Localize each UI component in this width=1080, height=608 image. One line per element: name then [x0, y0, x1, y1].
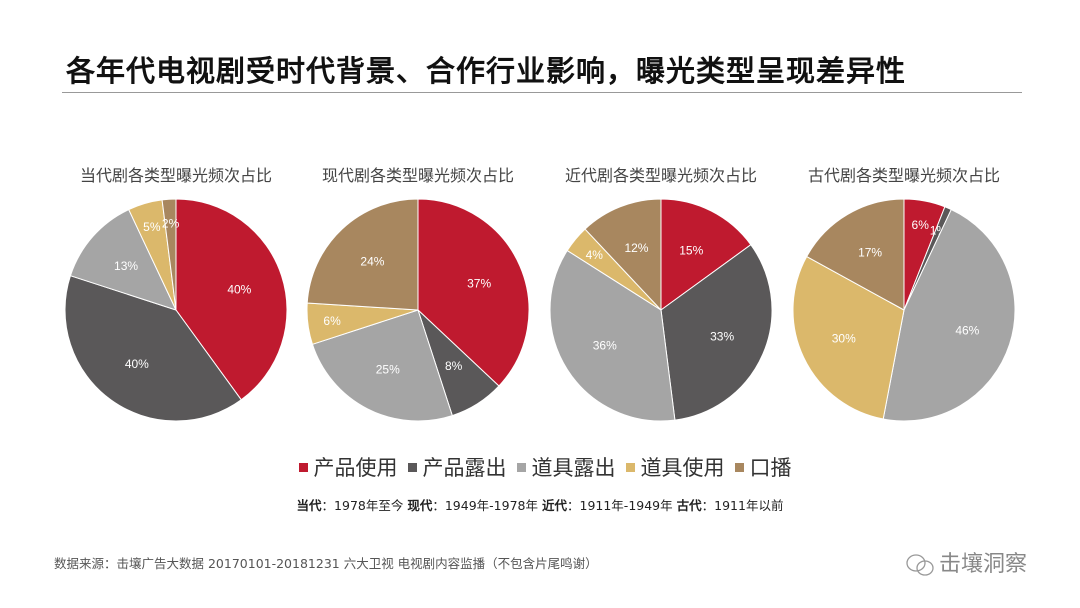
data-label: 13%: [114, 259, 138, 273]
chart-title-1: 当代剧各类型曝光频次占比: [79, 166, 272, 185]
title-divider: [62, 92, 1022, 93]
legend-label: 产品露出: [422, 456, 507, 480]
era-range: ：1978年至今: [321, 498, 404, 513]
data-label: 37%: [467, 277, 491, 291]
chart-title-2: 现代剧各类型曝光频次占比: [321, 166, 514, 185]
data-label: 12%: [624, 241, 648, 255]
data-label: 24%: [360, 254, 384, 268]
wechat-icon: [906, 554, 934, 576]
legend-swatch: [625, 463, 635, 472]
data-label: 2%: [162, 217, 180, 231]
legend-swatch: [298, 463, 308, 472]
legend-label: 产品使用: [313, 456, 398, 480]
data-label: 36%: [593, 339, 617, 353]
era-name: 近代: [541, 498, 567, 513]
data-label: 40%: [125, 357, 149, 371]
data-label: 25%: [376, 362, 400, 376]
pie-slice-1-1: [175, 198, 288, 401]
pie-slice-2-1: [417, 198, 530, 387]
pie-slice-2-3: [311, 309, 453, 422]
brand-name: 击壤洞察: [939, 552, 1028, 577]
era-name: 当代: [296, 498, 322, 513]
data-label: 5%: [143, 220, 161, 234]
pie-slice-3-2: [660, 244, 773, 421]
pie-slice-1-2: [64, 275, 242, 422]
pie-slice-4-3: [882, 208, 1016, 422]
data-label: 17%: [858, 246, 882, 260]
data-label: 30%: [832, 331, 856, 345]
era-range: ：1911年以前: [701, 498, 784, 513]
data-label: 6%: [323, 314, 341, 328]
era-name: 古代: [676, 498, 702, 513]
brand-watermark: 击壤洞察: [905, 546, 1027, 578]
legend-swatch: [734, 463, 744, 472]
chart-title-3: 近代剧各类型曝光频次占比: [564, 166, 757, 185]
legend-label: 道具露出: [531, 456, 616, 480]
pie-slice-4-4: [792, 255, 905, 420]
data-label: 15%: [679, 244, 703, 258]
legend-swatch: [407, 463, 417, 472]
legend-label: 口播: [749, 456, 792, 480]
data-label: 4%: [586, 248, 604, 262]
data-label: 46%: [955, 324, 979, 338]
era-definitions: 当代：1978年至今 现代：1949年-1978年 近代：1911年-1949年…: [0, 495, 1080, 514]
data-source: 数据来源：击壤广告大数据 20170101-20181231 六大卫视 电视剧内…: [54, 556, 598, 571]
pie-slice-1-3: [69, 208, 177, 311]
data-label: 8%: [445, 359, 463, 373]
era-name: 现代: [407, 498, 433, 513]
legend: 产品使用 产品露出 道具露出 道具使用 口播: [0, 452, 1080, 482]
pie-slice-3-1: [660, 198, 752, 311]
data-label: 6%: [912, 218, 930, 232]
era-range: ：1949年-1978年: [432, 498, 538, 513]
slide-title: 各年代电视剧受时代背景、合作行业影响，曝光类型呈现差异性: [66, 54, 907, 88]
era-range: ：1911年-1949年: [567, 498, 673, 513]
pie-slice-3-3: [549, 249, 676, 422]
chart-title-4: 古代剧各类型曝光频次占比: [807, 166, 1000, 185]
pie-slice-1-5: [161, 198, 177, 311]
legend-label: 道具使用: [640, 456, 725, 480]
data-label: 33%: [710, 329, 734, 343]
pie-slice-2-5: [306, 198, 419, 311]
pie-slice-3-5: [584, 198, 662, 312]
pie-slice-4-5: [806, 198, 905, 311]
data-label: 40%: [227, 282, 251, 296]
legend-swatch: [516, 463, 526, 472]
